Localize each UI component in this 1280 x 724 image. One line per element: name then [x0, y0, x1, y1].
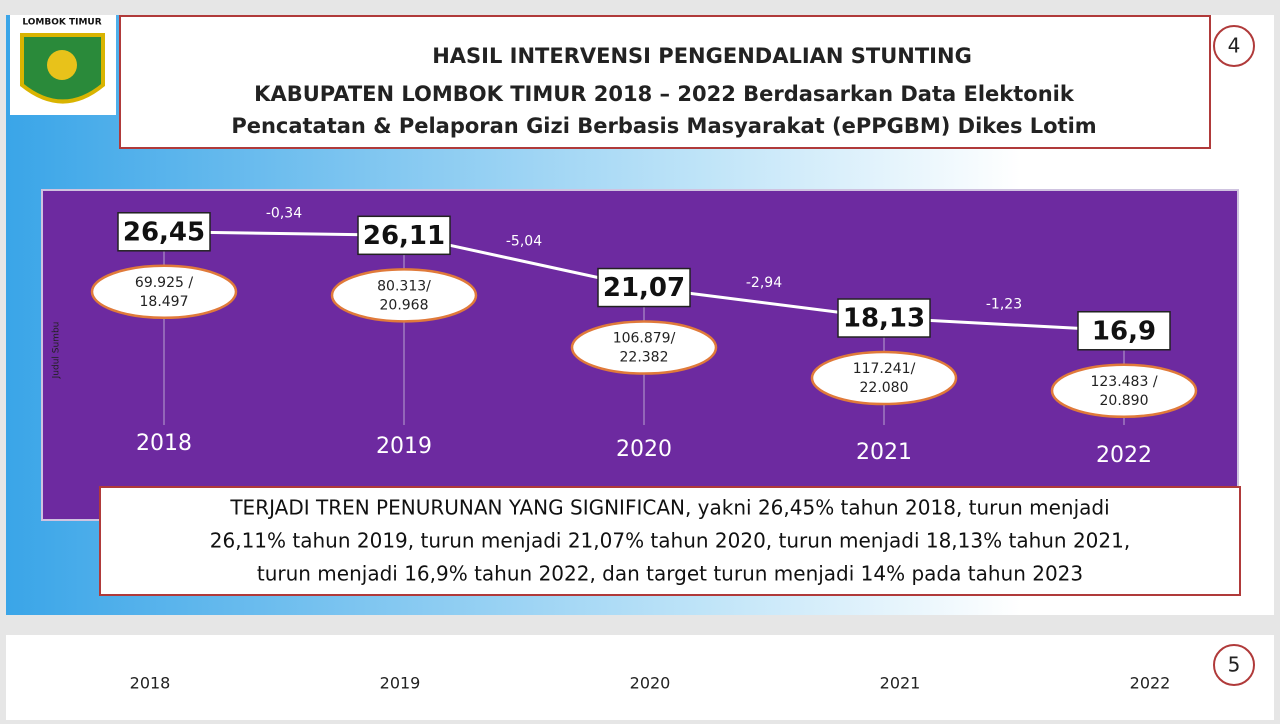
ratio-ellipse [1050, 363, 1198, 419]
summary-line: 26,11% tahun 2019, turun menjadi 21,07% … [210, 529, 1130, 553]
summary-line: TERJADI TREN PENURUNAN YANG SIGNIFICAN, … [229, 496, 1109, 520]
value-box [837, 298, 931, 338]
value-label: 18,13 [843, 304, 925, 334]
logo-emblem [47, 50, 77, 80]
ratio-ellipse [810, 350, 958, 406]
title-box [119, 15, 1211, 149]
page-number-circle [1213, 25, 1255, 67]
x-tick-label: 2019 [376, 434, 432, 459]
ratio-ellipse [90, 264, 238, 320]
value-label: 26,45 [123, 217, 205, 247]
title-line: Pencatatan & Pelaporan Gizi Berbasis Mas… [231, 114, 1096, 138]
ratio-label: 20.968 [380, 297, 429, 313]
value-box [117, 212, 211, 252]
summary-box [99, 486, 1241, 596]
ratio-label: 18.497 [140, 294, 189, 310]
x-tick-label: 2021 [856, 440, 912, 465]
value-box [357, 215, 451, 256]
change-label: -1,23 [986, 296, 1022, 312]
title-line: KABUPATEN LOMBOK TIMUR 2018 – 2022 Berda… [254, 82, 1075, 106]
change-label: -2,94 [746, 275, 782, 291]
ratio-label: 106.879/ [613, 331, 676, 347]
page-number: 4 [1228, 34, 1241, 58]
title-line: HASIL INTERVENSI PENGENDALIAN STUNTING [432, 44, 972, 68]
next-year-label: 2019 [380, 674, 421, 693]
x-tick-label: 2022 [1096, 443, 1152, 468]
page-number: 5 [1228, 653, 1241, 677]
chart: -0,34 -5,04 -2,94 -1,23 26,45 69.925 / 18.497 2… [90, 206, 1198, 468]
next-slide-years: 2018 2019 2020 2021 2022 [130, 674, 1171, 693]
change-label: -5,04 [506, 233, 542, 249]
ratio-ellipse [570, 320, 718, 375]
ratio-label: 22.080 [860, 380, 909, 396]
next-slide-background [6, 635, 1274, 720]
next-year-label: 2018 [130, 674, 171, 693]
summary: TERJADI TREN PENURUNAN YANG SIGNIFICAN, … [210, 496, 1130, 586]
value-box [1077, 311, 1171, 351]
ratio-label: 80.313/ [377, 278, 431, 294]
next-year-label: 2020 [630, 674, 671, 693]
ratio-label: 117.241/ [853, 361, 916, 377]
value-label: 21,07 [603, 273, 685, 303]
page-number-circle [1213, 644, 1255, 686]
ratio-label: 123.483 / [1090, 374, 1157, 390]
ratio-label: 69.925 / [135, 275, 193, 291]
ratio-label: 20.890 [1100, 393, 1149, 409]
value-label: 26,11 [363, 221, 445, 251]
ratio-label: 22.382 [620, 350, 669, 366]
logo: LOMBOK TIMUR [10, 15, 116, 115]
y-axis-label: Judul Sumbu [52, 322, 62, 380]
logo-text: LOMBOK TIMUR [22, 18, 101, 28]
ratio-ellipse [330, 268, 478, 323]
x-tick-label: 2020 [616, 437, 672, 462]
summary-line: turun menjadi 16,9% tahun 2022, dan targ… [257, 562, 1083, 586]
value-label: 16,9 [1092, 316, 1156, 346]
x-tick-label: 2018 [136, 431, 192, 456]
next-year-label: 2021 [880, 674, 921, 693]
change-label: -0,34 [266, 206, 302, 222]
value-box [597, 267, 691, 308]
next-year-label: 2022 [1130, 674, 1171, 693]
